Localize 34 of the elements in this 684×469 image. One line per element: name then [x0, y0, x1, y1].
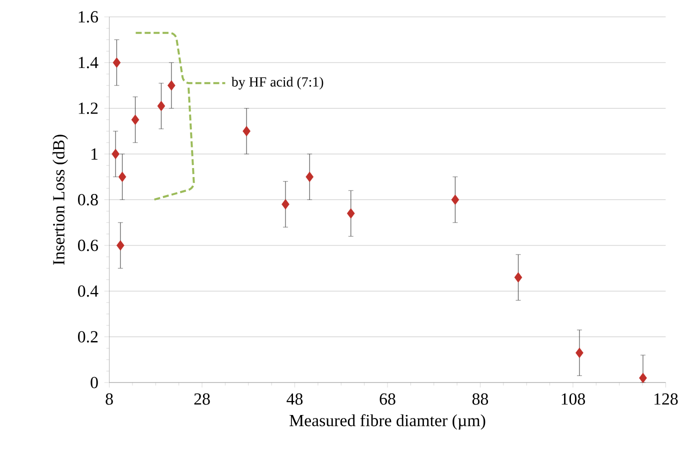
y-tick-label: 0.6: [78, 240, 98, 252]
point: [116, 240, 124, 251]
y-tick-label: 1.2: [78, 102, 98, 114]
x-tick-label: 48: [286, 393, 303, 405]
point: [346, 208, 355, 219]
y-tick-label: 1.6: [78, 11, 98, 23]
y-tick-label: 0.4: [78, 285, 98, 297]
x-tick-label: 128: [654, 393, 678, 405]
x-tick-label: 68: [380, 393, 396, 405]
y-tick-label: 0: [90, 376, 98, 388]
x-tick-label: 108: [562, 393, 585, 405]
point: [118, 172, 126, 182]
point: [576, 348, 584, 358]
y-tick-label: 0.2: [78, 331, 98, 343]
x-tick-label: 88: [472, 393, 488, 405]
point: [242, 126, 250, 136]
x-axis-title: Measured fibre diamter (µm): [290, 414, 486, 430]
y-tick-label: 1: [92, 148, 98, 160]
point: [451, 194, 460, 205]
y-axis-title: Insertion Loss (dB): [52, 134, 68, 265]
point: [168, 80, 176, 91]
point: [514, 272, 522, 283]
y-tick-label: 1.4: [78, 56, 98, 68]
x-tick-label: 28: [194, 393, 210, 405]
x-tick-label: 8: [106, 393, 113, 405]
point: [131, 114, 140, 125]
point: [306, 172, 314, 182]
point: [639, 372, 647, 384]
point: [282, 199, 290, 210]
y-tick-label: 0.8: [78, 194, 98, 206]
point: [112, 57, 121, 68]
point: [112, 148, 120, 160]
annotation: by HF acid (7:1): [231, 76, 324, 90]
point: [157, 100, 166, 112]
